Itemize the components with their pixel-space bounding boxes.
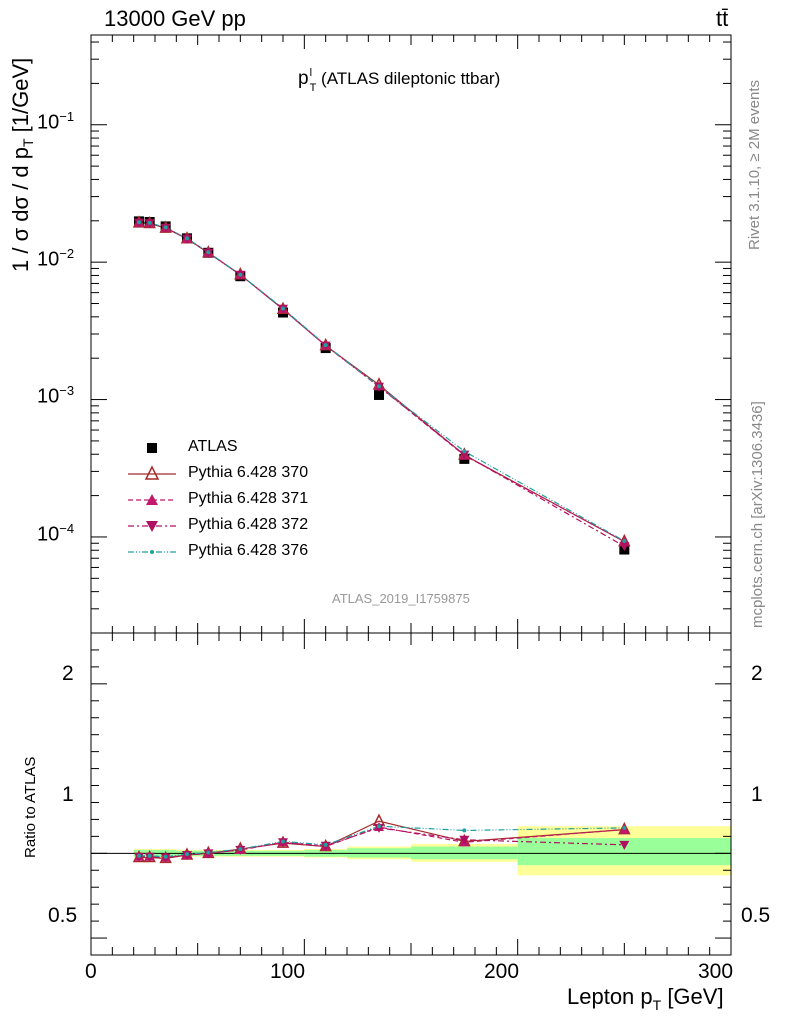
ratio-y-tick-label-left: 2 bbox=[62, 662, 74, 685]
header-process-label: tt̄ bbox=[716, 6, 729, 31]
data-point-dot bbox=[206, 250, 211, 255]
data-point-triangle-down bbox=[146, 521, 158, 532]
data-point-dot bbox=[323, 343, 328, 348]
data-point-triangle-up bbox=[146, 494, 158, 505]
data-point-dot bbox=[377, 384, 381, 389]
x-tick-label: 100 bbox=[270, 960, 306, 983]
data-point-dot bbox=[622, 538, 627, 543]
data-point-triangle-down bbox=[459, 450, 470, 460]
y-label-subscript: T bbox=[20, 138, 36, 147]
ratio-y-tick-label-left: 0.5 bbox=[48, 904, 78, 927]
main-y-tick-label: 10−3 bbox=[37, 383, 75, 408]
data-point-square bbox=[147, 443, 157, 453]
data-point-dot bbox=[462, 828, 467, 833]
data-point-dot bbox=[137, 853, 141, 858]
legend-label: Pythia 6.428 372 bbox=[188, 516, 309, 533]
ratio-y-tick-label-right: 0.5 bbox=[741, 904, 771, 927]
analysis-tag: ATLAS_2019_I1759875 bbox=[332, 591, 470, 606]
data-point-triangle-down bbox=[459, 835, 470, 845]
ratio-series-line bbox=[139, 826, 625, 859]
side-source-label: mcplots.cern.ch [arXiv:1306.3436] bbox=[749, 401, 766, 628]
data-point-dot bbox=[206, 850, 211, 855]
x-label-subscript: T bbox=[652, 997, 662, 1013]
data-point-dot bbox=[163, 854, 168, 859]
legend-label: ATLAS bbox=[188, 438, 238, 455]
data-point-triangle-down bbox=[374, 823, 384, 833]
data-point-dot bbox=[377, 824, 381, 829]
data-point-dot bbox=[150, 550, 154, 554]
y-label-unit: [1/GeV] bbox=[8, 57, 33, 139]
data-point-dot bbox=[185, 236, 189, 241]
data-point-dot bbox=[622, 825, 627, 830]
title-subscript: T bbox=[309, 82, 317, 94]
data-point-square bbox=[374, 389, 384, 400]
data-point-triangle-down bbox=[619, 542, 630, 552]
data-point-dot bbox=[238, 847, 243, 852]
x-tick-label: 0 bbox=[85, 960, 97, 983]
ratio-y-tick-label-right: 2 bbox=[751, 662, 763, 685]
ratio-y-axis-label: Ratio to ATLAS bbox=[22, 756, 39, 858]
data-point-dot bbox=[147, 853, 152, 858]
data-point-triangle-down bbox=[619, 840, 630, 850]
legend-label: Pythia 6.428 371 bbox=[188, 490, 309, 507]
main-y-tick-label: 10−4 bbox=[37, 521, 75, 546]
y-label-main-part: 1 / σ dσ / d p bbox=[8, 147, 33, 272]
main-y-tick-label: 10−2 bbox=[37, 246, 75, 271]
legend-label: Pythia 6.428 370 bbox=[188, 464, 309, 481]
x-label-main-part: Lepton p bbox=[567, 984, 653, 1009]
data-point-triangle-open bbox=[144, 465, 160, 480]
title-variable: p bbox=[298, 68, 309, 89]
title-superscript: l bbox=[309, 67, 313, 79]
data-point-dot bbox=[163, 225, 168, 230]
data-point-dot bbox=[137, 220, 141, 225]
ratio-y-tick-label-left: 1 bbox=[62, 783, 74, 806]
main-plot-markers bbox=[132, 215, 631, 555]
data-point-dot bbox=[323, 842, 328, 847]
title-description: (ATLAS dileptonic ttbar) bbox=[316, 69, 501, 88]
data-point-dot bbox=[185, 852, 189, 857]
main-y-axis-label: 1 / σ dσ / d pT [1/GeV] bbox=[8, 58, 36, 272]
main-y-tick-label: 10−1 bbox=[37, 109, 75, 134]
x-tick-label: 300 bbox=[698, 960, 734, 983]
x-label-unit: [GeV] bbox=[661, 984, 724, 1009]
data-point-dot bbox=[281, 306, 285, 311]
ratio-y-tick-label-right: 1 bbox=[751, 783, 763, 806]
header-energy-label: 13000 GeV pp bbox=[104, 6, 246, 31]
legend bbox=[128, 443, 176, 554]
side-version-label: Rivet 3.1.10, ≥ 2M events bbox=[746, 80, 763, 250]
data-point-dot bbox=[462, 449, 467, 454]
x-tick-label: 200 bbox=[484, 960, 520, 983]
legend-label: Pythia 6.428 376 bbox=[188, 542, 309, 559]
data-point-dot bbox=[147, 220, 152, 225]
data-point-dot bbox=[238, 272, 243, 277]
ratio-plot-markers bbox=[132, 813, 631, 864]
x-axis-label: Lepton pT [GeV] bbox=[567, 984, 724, 1013]
data-point-dot bbox=[281, 839, 285, 844]
